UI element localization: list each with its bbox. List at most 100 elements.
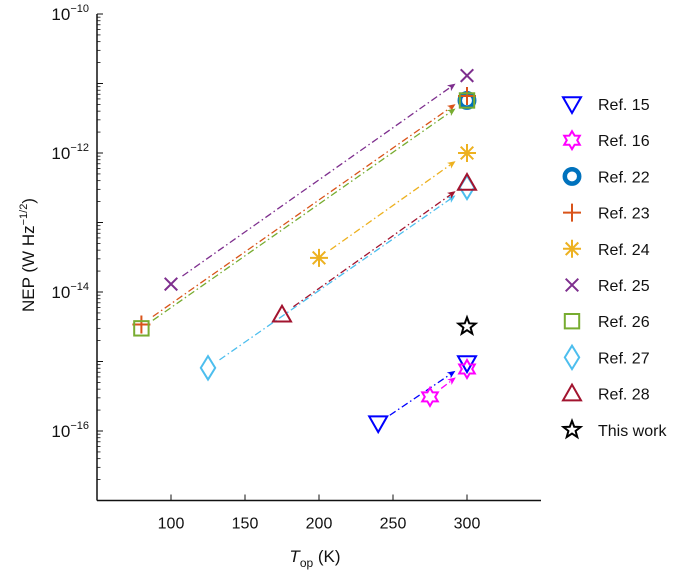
arrow-head: [447, 191, 456, 199]
x-marker: [459, 68, 475, 83]
legend-item: Ref. 26: [563, 313, 650, 331]
legend-item: Ref. 15: [561, 96, 650, 116]
star-marker: [560, 417, 584, 440]
square-marker: [133, 320, 150, 337]
legend-item: Ref. 22: [562, 166, 650, 186]
arrow-line: [219, 198, 451, 361]
triangle-down-shape: [367, 415, 389, 435]
plus-shape: [458, 87, 476, 106]
legend-item: Ref. 25: [564, 277, 650, 295]
triangle-up-shape: [456, 171, 478, 191]
x-shape: [459, 68, 475, 83]
x-tick-label: 150: [232, 516, 259, 533]
star-shape: [560, 417, 584, 440]
triangle-up-shape: [561, 382, 583, 402]
arrows: [152, 83, 456, 416]
triangle-up-shape: [271, 303, 293, 323]
legend-label: Ref. 24: [598, 242, 650, 259]
legend-label: Ref. 28: [598, 387, 650, 404]
asterisk-shape: [458, 144, 476, 162]
arrow-line: [293, 194, 452, 308]
y-tick-label: 10−12: [51, 142, 89, 163]
legend-item: This work: [560, 417, 667, 440]
x-tick-label: 300: [454, 516, 481, 533]
plus-shape: [132, 315, 151, 334]
triangle-up-marker: [271, 303, 293, 323]
arrow-line: [330, 164, 452, 251]
diamond-shape: [199, 354, 217, 382]
square-marker: [563, 313, 581, 330]
legend-label: Ref. 27: [598, 350, 650, 367]
asterisk-marker: [458, 144, 476, 162]
legend-item: Ref. 16: [562, 129, 650, 152]
legend-label: Ref. 15: [598, 97, 650, 114]
hexagram-marker: [420, 385, 440, 408]
square-shape: [133, 320, 150, 337]
asterisk-shape: [563, 239, 581, 258]
arrow-head: [446, 83, 456, 92]
square-marker: [458, 92, 476, 109]
triangle-down-marker: [561, 96, 583, 116]
star-shape: [455, 314, 479, 336]
plus-marker: [458, 87, 476, 106]
x-marker: [564, 277, 580, 293]
diamond-marker: [199, 354, 217, 382]
arrow-line: [440, 380, 452, 389]
x-tick-label: 100: [158, 516, 185, 533]
legend: Ref. 15 Ref. 16 Ref. 22 Ref. 23 Ref. 24 Ref. …: [560, 96, 667, 440]
arrow-line: [389, 373, 451, 416]
star-marker: [455, 314, 479, 336]
legend-label: This work: [598, 423, 667, 440]
legend-label: Ref. 22: [598, 169, 650, 186]
arrow-head: [446, 370, 456, 379]
diamond-marker: [458, 173, 476, 202]
legend-label: Ref. 23: [598, 206, 650, 223]
legend-item: Ref. 27: [563, 343, 650, 372]
hexagram-shape: [457, 358, 477, 380]
arrow-line: [182, 86, 452, 277]
x-axis-label: Top (K): [289, 547, 340, 570]
x-axis-label-symbol: T: [289, 547, 301, 566]
x-shape: [163, 277, 179, 292]
hexagram-shape: [562, 129, 582, 152]
plus-marker: [132, 315, 151, 334]
diamond-marker: [563, 343, 581, 372]
data-points: [132, 68, 479, 435]
legend-label: Ref. 25: [598, 278, 650, 295]
arrow-head: [447, 161, 456, 169]
asterisk-marker: [563, 239, 581, 258]
legend-label: Ref. 26: [598, 314, 650, 331]
circle-marker: [562, 166, 582, 186]
y-tick-label: 10−16: [51, 420, 89, 441]
legend-label: Ref. 16: [598, 133, 650, 150]
x-marker: [163, 277, 179, 292]
y-axis-label-superscript: −1/2: [18, 204, 30, 226]
x-tick-label: 200: [306, 516, 333, 533]
legend-item: Ref. 23: [563, 203, 650, 223]
axes: 100 150 200 250 300 10−10 10−12 10−14 10−16: [51, 3, 541, 533]
square-shape: [458, 92, 476, 109]
asterisk-shape: [310, 248, 328, 267]
square-shape: [563, 313, 581, 330]
circle-shape: [562, 166, 582, 186]
x-axis-label-subscript: op: [300, 556, 314, 570]
arrow-line: [152, 106, 452, 318]
plus-marker: [563, 203, 581, 222]
arrow-head: [447, 377, 456, 386]
y-axis-label-end: ): [19, 198, 38, 204]
legend-item: Ref. 28: [561, 382, 650, 404]
y-tick-label: 10−10: [51, 3, 89, 24]
hexagram-shape: [420, 385, 440, 408]
legend-item: Ref. 24: [563, 239, 650, 259]
arrow-line: [152, 111, 451, 321]
triangle-up-marker: [561, 382, 583, 402]
x-shape: [564, 277, 580, 293]
plus-shape: [563, 203, 581, 222]
y-tick-label: 10−14: [51, 281, 89, 302]
arrow-head: [446, 104, 456, 112]
hexagram-marker: [457, 358, 477, 380]
arrow-head: [446, 195, 456, 203]
hexagram-marker: [562, 129, 582, 152]
x-axis-label-unit: (K): [313, 547, 340, 566]
